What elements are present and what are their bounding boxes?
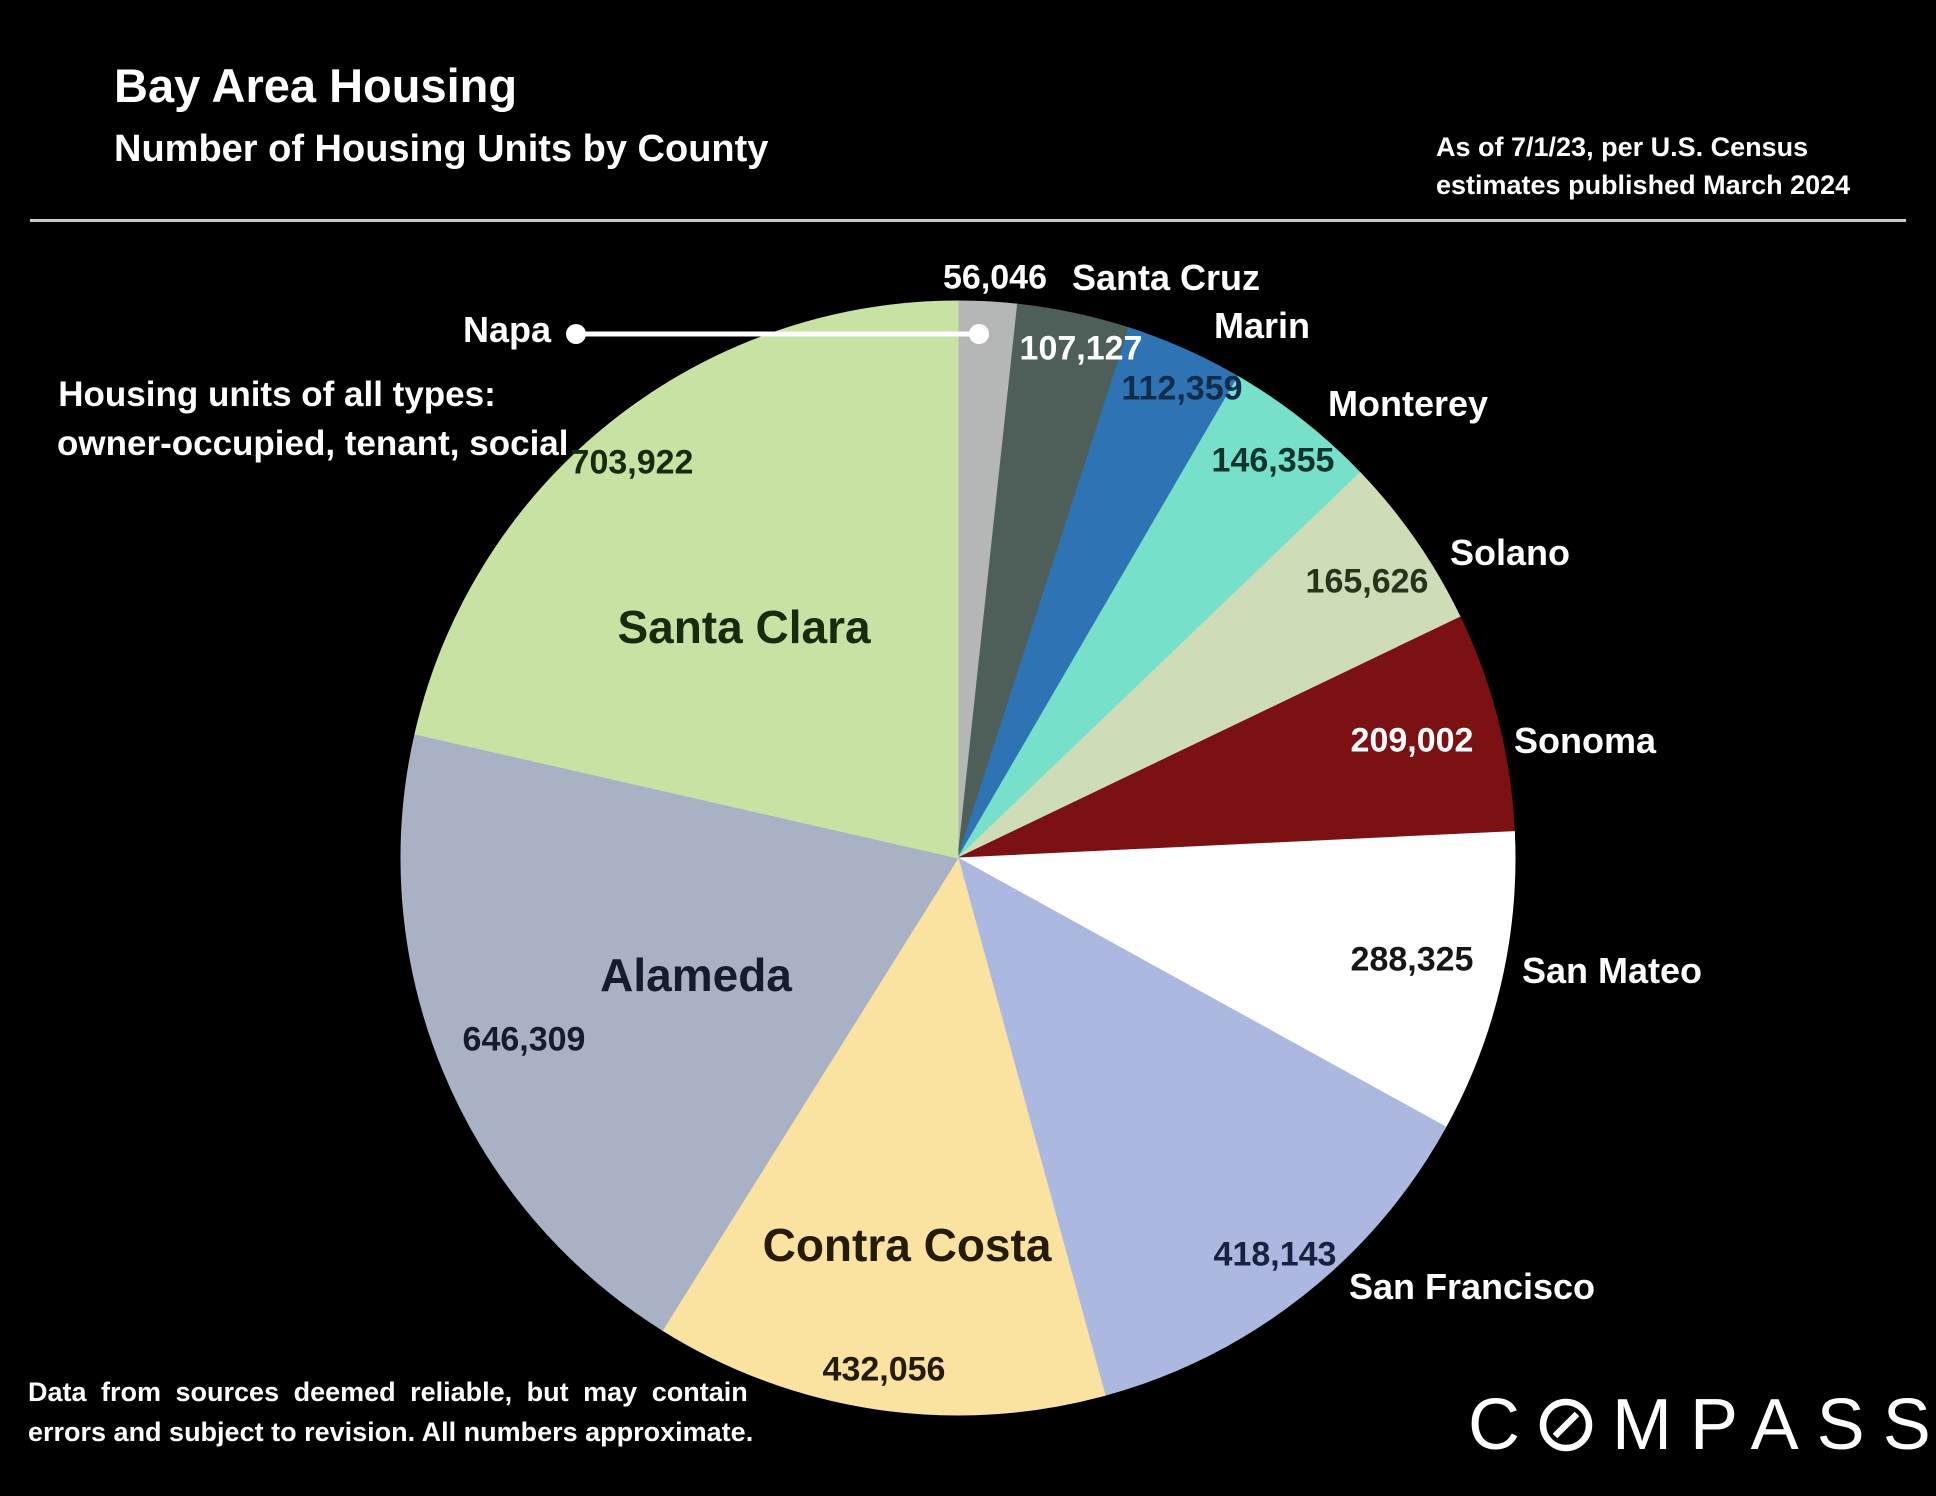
county-label-san-mateo: San Mateo (1521, 950, 1703, 991)
chart-annotation-line2: owner-occupied, tenant, social (57, 424, 569, 463)
napa-callout-dot-2 (969, 324, 989, 344)
county-label-marin: Marin (1213, 305, 1311, 346)
pie-slice-contra-costa (661, 856, 1106, 1416)
county-value-monterey: 146,355 (1211, 441, 1335, 480)
disclaimer-line2: errors and subject to revision. All numb… (28, 1417, 754, 1447)
disclaimer: Data from sources deemed reliable, but m… (28, 1372, 753, 1452)
chart-annotation-line1: Housing units of all types: (58, 375, 496, 414)
county-label-solano: Solano (1449, 532, 1571, 573)
county-value-sonoma: 209,002 (1350, 721, 1474, 760)
county-label-santa-cruz: Santa Cruz (1071, 257, 1261, 298)
county-value-napa: 56,046 (943, 258, 1047, 297)
pie-slice-san-francisco (957, 856, 1447, 1396)
county-value-santa-clara: 703,922 (570, 443, 694, 482)
compass-logo: C MPASS (1468, 1384, 1936, 1466)
county-value-contra-costa: 432,056 (822, 1350, 946, 1389)
pie-slice-sonoma (957, 616, 1515, 859)
county-value-san-mateo: 288,325 (1350, 940, 1474, 979)
county-value-marin: 112,359 (1121, 369, 1243, 408)
pie-slice-santa-clara (414, 300, 959, 859)
pie-slice-alameda (400, 733, 959, 1331)
disclaimer-line1: Data from sources deemed reliable, but m… (28, 1377, 748, 1407)
chart-annotation: Housing units of all types: owner-occupi… (57, 370, 569, 468)
compass-logo-letter-c: C (1468, 1385, 1538, 1465)
county-label-santa-clara: Santa Clara (617, 601, 871, 653)
napa-callout-dot-1 (566, 324, 586, 344)
source-note-line1: As of 7/1/23, per U.S. Census (1436, 132, 1809, 162)
county-label-monterey: Monterey (1327, 383, 1489, 424)
source-note: As of 7/1/23, per U.S. Census estimates … (1436, 128, 1850, 204)
county-label-contra-costa: Contra Costa (762, 1219, 1052, 1271)
page-subtitle: Number of Housing Units by County (114, 128, 769, 170)
county-value-alameda: 646,309 (462, 1020, 586, 1059)
county-value-solano: 165,626 (1305, 562, 1429, 601)
header-divider (30, 219, 1906, 222)
compass-needle-o-icon (1539, 1398, 1593, 1452)
county-value-san-francisco: 418,143 (1213, 1235, 1337, 1274)
source-note-line2: estimates published March 2024 (1436, 170, 1851, 200)
pie-slice-solano (957, 471, 1461, 859)
county-label-san-francisco: San Francisco (1348, 1266, 1596, 1307)
county-value-santa-cruz: 107,127 (1019, 329, 1143, 368)
county-label-sonoma: Sonoma (1513, 720, 1657, 761)
compass-logo-letters-mpass: MPASS (1612, 1385, 1936, 1465)
page-title: Bay Area Housing (114, 59, 518, 112)
pie-slice-san-mateo (956, 831, 1516, 1128)
county-label-alameda: Alameda (600, 949, 792, 1001)
county-label-napa: Napa (462, 309, 552, 350)
